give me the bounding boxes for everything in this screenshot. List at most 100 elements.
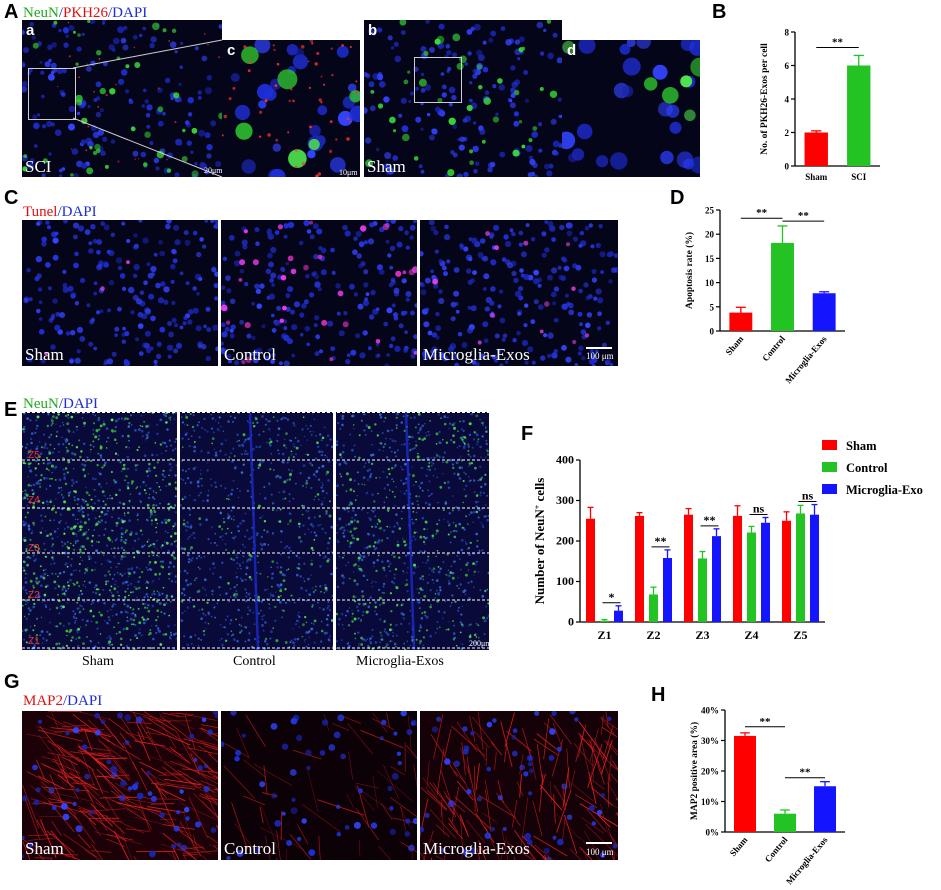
significance-label: **	[800, 767, 812, 779]
stain-title-part: PKH26	[63, 5, 109, 21]
scale-bar-label: 10μm	[339, 168, 358, 177]
significance-label: **	[798, 210, 810, 222]
micrograph-neun-sham-spinal	[22, 412, 177, 650]
x-tick-label: Microglia-Exos	[784, 834, 830, 886]
micrograph-neun-microglia-exos-spinal: 200μm	[336, 412, 489, 650]
significance-label: ns	[802, 489, 814, 503]
y-tick-label: 4	[785, 95, 790, 105]
micrograph-tunel-control: Control	[221, 220, 417, 366]
group-label-sham: Sham	[25, 345, 64, 364]
x-tick-label: Z3	[695, 628, 709, 642]
x-tick-label: Control	[763, 834, 790, 864]
panel-e-stain-title: NeuN/DAPI	[23, 396, 98, 412]
x-tick-label: Z4	[744, 628, 758, 642]
bar-sham	[734, 735, 756, 832]
y-tick-label: 0	[710, 327, 715, 337]
bar-microglia-exo-z5	[810, 514, 819, 622]
panel-label-a: A	[4, 1, 19, 23]
group-label-control: Control	[233, 654, 276, 669]
micrograph-tunel-microglia-exos: Microglia-Exos 100 μm	[420, 220, 618, 366]
scale-bar-label: 100 μm	[586, 847, 614, 857]
bar-control-z2	[649, 594, 658, 622]
significance-label: ns	[753, 502, 765, 516]
stain-title-part: NeuN	[23, 396, 59, 412]
bar-microglia-exos	[814, 786, 836, 832]
scale-bar	[586, 842, 612, 844]
group-label-control: Control	[224, 839, 276, 858]
x-tick-label: Z1	[597, 628, 611, 642]
x-tick-label: Sham	[805, 172, 828, 182]
y-axis-label: MAP2 positive area (%)	[689, 722, 700, 820]
bar-control	[774, 813, 796, 832]
y-tick-label: 25	[705, 206, 715, 216]
legend-label: Sham	[846, 439, 877, 453]
micrograph-map2-sham: Sham	[22, 711, 218, 860]
legend-swatch-microglia-exo	[822, 484, 837, 494]
bar-sham	[729, 312, 753, 331]
panel-label-g: G	[4, 671, 20, 693]
bar-control-z4	[747, 532, 756, 622]
y-tick-label: 40%	[701, 706, 719, 716]
micrograph-sham-zoom: d	[562, 40, 700, 177]
y-tick-label: 100	[556, 574, 574, 588]
stain-title-part: Tunel	[23, 204, 58, 220]
y-tick-label: 15	[705, 254, 715, 264]
group-label-microglia-exos: Microglia-Exos	[423, 345, 530, 364]
y-tick-label: 20%	[701, 767, 719, 777]
bar-sham-z4	[733, 515, 742, 622]
x-tick-label: Z2	[646, 628, 660, 642]
significance-label: **	[760, 716, 772, 728]
y-tick-label: 0%	[706, 828, 720, 838]
y-tick-label: 2	[785, 128, 790, 138]
bar-control-z1	[600, 620, 609, 622]
stain-title-part: /DAPI	[108, 5, 148, 21]
bar-sham	[804, 132, 828, 166]
bar-sham-z5	[782, 520, 791, 622]
x-tick-label: Sham	[728, 834, 750, 858]
group-label-microglia-exos: Microglia-Exos	[423, 839, 530, 858]
x-tick-label: Microglia-Exos	[783, 333, 829, 385]
y-tick-label: 20	[705, 230, 715, 240]
y-tick-label: 10	[705, 278, 715, 288]
group-label-sci: SCI	[25, 157, 52, 176]
x-tick-label: SCI	[851, 172, 867, 182]
panel-label-e: E	[4, 399, 18, 421]
y-tick-label: 5	[710, 302, 715, 312]
panel-c-stain-title: Tunel/DAPI	[23, 204, 97, 220]
zone-label: Z4	[28, 495, 40, 506]
group-label-sham: Sham	[367, 157, 406, 176]
group-label-sham: Sham	[82, 654, 114, 669]
stain-title-part: /DAPI	[57, 204, 97, 220]
scale-bar	[586, 347, 612, 349]
y-tick-label: 0	[785, 162, 790, 172]
bar-control-z5	[796, 513, 805, 622]
stain-title-part: /DAPI	[63, 693, 103, 709]
significance-label: **	[655, 534, 667, 548]
zone-label: Z1	[28, 636, 40, 647]
chart-neun-cells-by-zone: 0 100 200 300 400 * Z1 ** Z2 ** Z3 ns Z4 ns Z5 Number o…	[532, 439, 923, 642]
significance-label: **	[832, 36, 844, 48]
legend-swatch-control	[822, 462, 837, 472]
y-tick-label: 6	[785, 61, 790, 71]
micrograph-sham-neun-pkh26: b Sham	[364, 20, 562, 177]
legend-label: Microglia-Exo	[846, 483, 923, 497]
micrograph-map2-microglia-exos: Microglia-Exos 100 μm	[420, 711, 618, 860]
panel-a-stain-title: NeuN/PKH26/DAPI	[23, 5, 147, 21]
y-tick-label: 10%	[701, 797, 719, 807]
panel-label-d: D	[670, 187, 685, 209]
y-axis-label: Apoptosis rate (%)	[684, 232, 695, 309]
micrograph-sci-zoom: c 10μm	[222, 40, 360, 177]
bar-sham-z2	[635, 515, 644, 622]
micrograph-map2-control: Control	[221, 711, 417, 860]
y-tick-label: 30%	[701, 736, 719, 746]
micrograph-neun-control-spinal	[180, 412, 333, 650]
bar-microglia-exo-z3	[712, 536, 721, 622]
subpanel-label-c: c	[227, 42, 236, 59]
y-tick-label: 400	[556, 453, 574, 467]
zone-label: Z5	[28, 450, 40, 461]
stain-title-part: MAP2	[23, 693, 64, 709]
bar-control	[771, 242, 794, 331]
group-label-sham: Sham	[25, 839, 64, 858]
bar-microglia-exo-z4	[761, 522, 770, 622]
